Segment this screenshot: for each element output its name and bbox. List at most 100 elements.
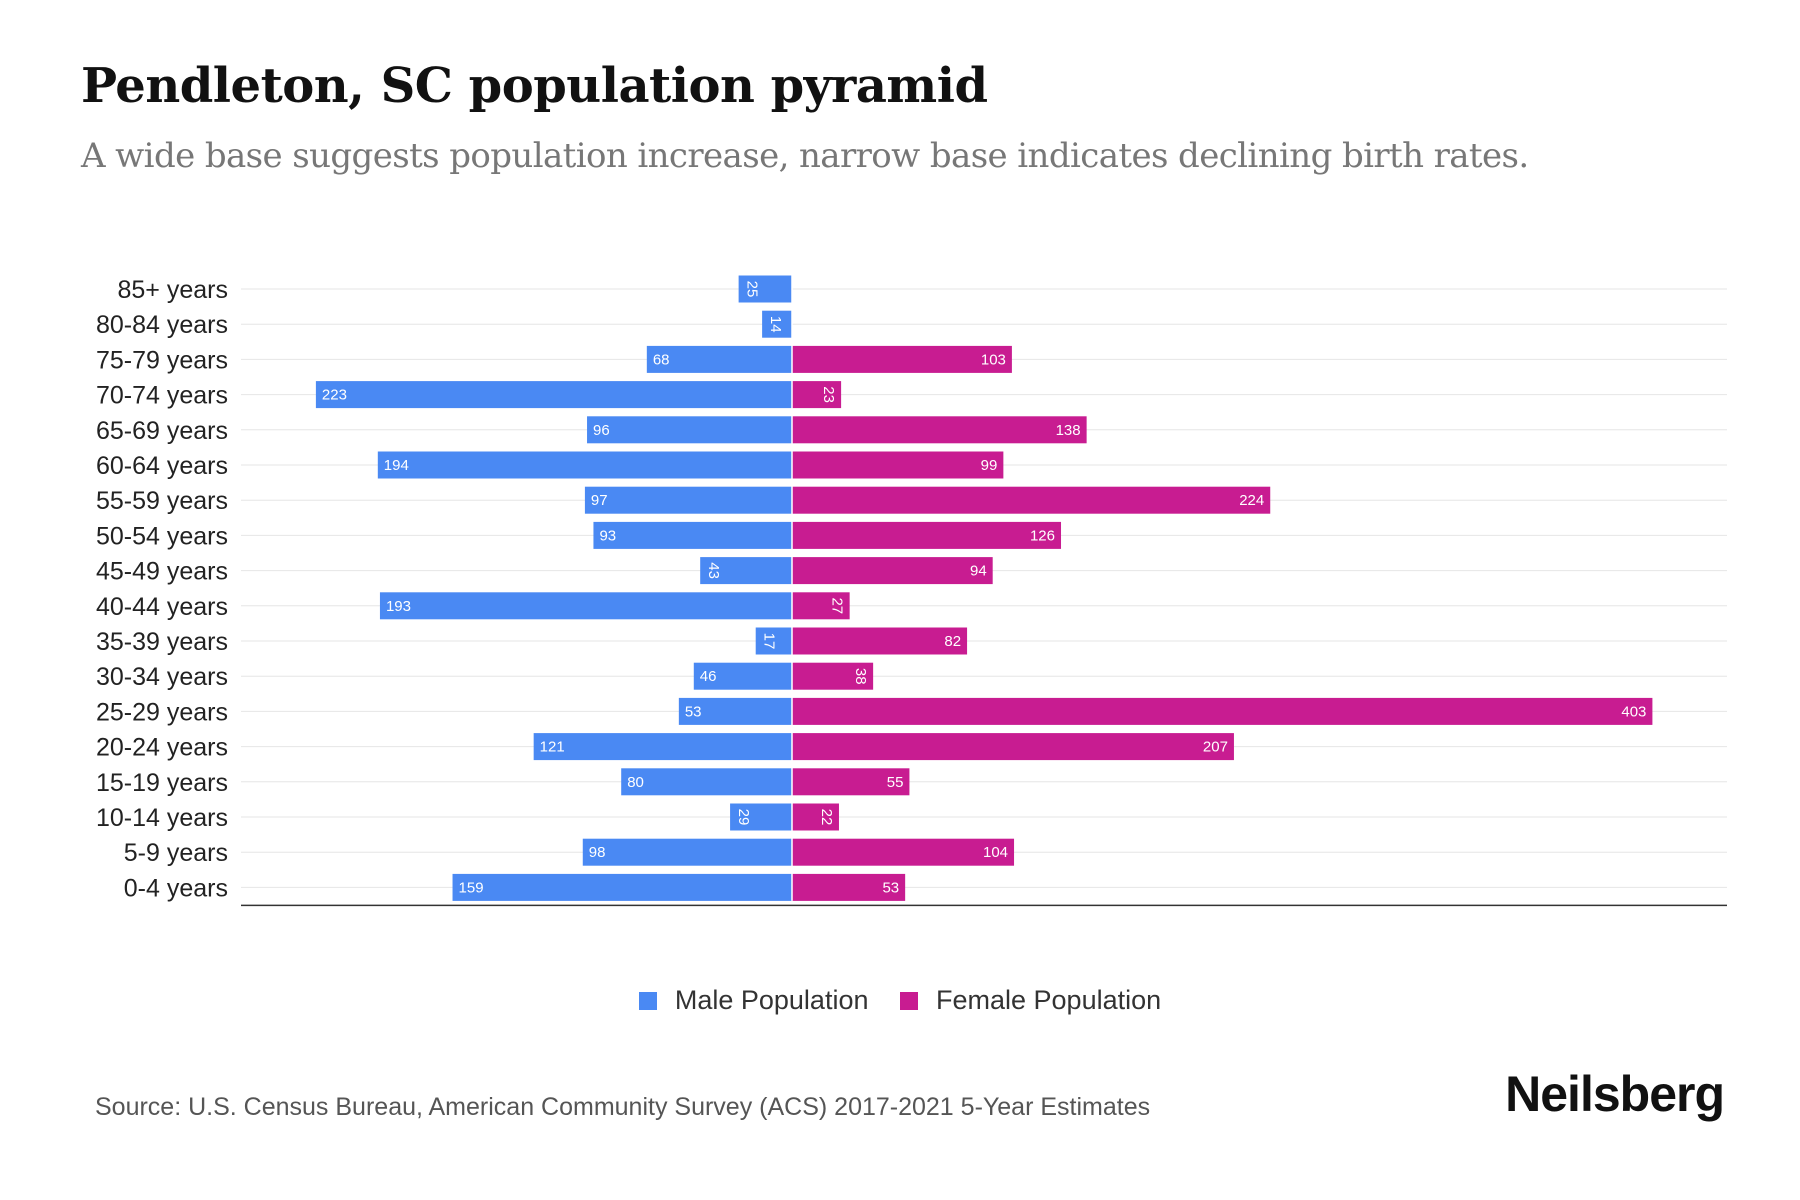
tick-label-5-9-years: 5-9 years xyxy=(124,839,228,867)
bar-male-20-24-years[interactable] xyxy=(533,733,792,761)
bar-female-65-69-years[interactable] xyxy=(792,416,1087,444)
bar-male-60-64-years[interactable] xyxy=(377,451,792,479)
bar-female-30-34-years[interactable] xyxy=(792,662,874,690)
data-label-female-15-19-years: 55 xyxy=(887,774,904,791)
data-label-female-45-49-years: 94 xyxy=(970,563,987,580)
data-label-male-10-14-years: 29 xyxy=(735,809,752,826)
bar-female-0-4-years[interactable] xyxy=(792,873,906,901)
data-label-male-70-74-years: 223 xyxy=(322,387,347,404)
data-label-female-50-54-years: 126 xyxy=(1030,527,1055,544)
tick-label-60-64-years: 60-64 years xyxy=(96,452,228,480)
bar-female-5-9-years[interactable] xyxy=(792,838,1015,866)
data-label-female-60-64-years: 99 xyxy=(981,457,998,474)
tick-label-45-49-years: 45-49 years xyxy=(96,558,228,586)
tick-label-35-39-years: 35-39 years xyxy=(96,628,228,656)
bar-female-35-39-years[interactable] xyxy=(792,627,968,655)
tick-label-80-84-years: 80-84 years xyxy=(96,311,228,339)
bar-male-0-4-years[interactable] xyxy=(452,873,792,901)
brand-logo: Neilsberg xyxy=(1505,1066,1725,1122)
bar-female-50-54-years[interactable] xyxy=(792,521,1062,549)
tick-label-40-44-years: 40-44 years xyxy=(96,593,228,621)
bar-female-40-44-years[interactable] xyxy=(792,592,850,620)
bar-male-70-74-years[interactable] xyxy=(315,381,792,409)
tick-label-20-24-years: 20-24 years xyxy=(96,734,228,762)
data-label-female-30-34-years: 38 xyxy=(852,668,869,685)
data-label-male-50-54-years: 93 xyxy=(599,527,616,544)
tick-label-55-59-years: 55-59 years xyxy=(96,487,228,515)
data-label-female-10-14-years: 22 xyxy=(818,809,835,826)
bar-female-25-29-years[interactable] xyxy=(792,697,1653,725)
tick-label-85plus-years: 85+ years xyxy=(118,276,229,304)
tick-label-75-79-years: 75-79 years xyxy=(96,346,228,374)
data-label-male-65-69-years: 96 xyxy=(593,422,610,439)
data-label-male-30-34-years: 46 xyxy=(700,668,717,685)
data-label-male-80-84-years: 14 xyxy=(767,316,784,333)
tick-label-0-4-years: 0-4 years xyxy=(124,874,228,902)
bar-female-15-19-years[interactable] xyxy=(792,768,910,796)
tick-label-50-54-years: 50-54 years xyxy=(96,522,228,550)
legend-item-male[interactable]: Male Population xyxy=(638,985,869,1016)
data-label-male-20-24-years: 121 xyxy=(540,739,565,756)
data-label-female-55-59-years: 224 xyxy=(1239,492,1264,509)
legend-swatch-male xyxy=(638,991,657,1010)
bar-male-15-19-years[interactable] xyxy=(621,768,792,796)
data-label-male-25-29-years: 53 xyxy=(685,703,702,720)
bar-female-70-74-years[interactable] xyxy=(792,381,842,409)
source-note: Source: U.S. Census Bureau, American Com… xyxy=(95,1093,1151,1121)
data-label-male-45-49-years: 43 xyxy=(705,562,722,579)
bar-male-5-9-years[interactable] xyxy=(582,838,792,866)
bar-female-75-79-years[interactable] xyxy=(792,345,1012,373)
data-label-female-70-74-years: 23 xyxy=(820,386,837,403)
bar-female-55-59-years[interactable] xyxy=(792,486,1271,514)
data-label-male-85plus-years: 25 xyxy=(744,281,761,298)
data-label-female-0-4-years: 53 xyxy=(882,879,899,896)
data-label-male-35-39-years: 17 xyxy=(761,633,778,650)
tick-label-70-74-years: 70-74 years xyxy=(96,382,228,410)
bar-female-10-14-years[interactable] xyxy=(792,803,839,831)
bar-female-20-24-years[interactable] xyxy=(792,733,1234,761)
bar-male-45-49-years[interactable] xyxy=(700,557,792,585)
data-label-male-40-44-years: 193 xyxy=(386,598,411,615)
legend-label-male: Male Population xyxy=(674,985,869,1015)
bar-female-45-49-years[interactable] xyxy=(792,557,993,585)
bars: 25 14 68 103 223 23 96 138 194 99 97 224 93 126 43 94 19… xyxy=(315,275,1653,901)
data-label-female-40-44-years: 27 xyxy=(829,597,846,614)
data-label-female-20-24-years: 207 xyxy=(1203,739,1228,756)
chart-subtitle: A wide base suggests population increase… xyxy=(81,136,1529,176)
bar-male-35-39-years[interactable] xyxy=(755,627,792,655)
bar-male-30-34-years[interactable] xyxy=(693,662,792,690)
data-label-female-65-69-years: 138 xyxy=(1056,422,1081,439)
grid-lines xyxy=(241,288,1727,888)
tick-label-10-14-years: 10-14 years xyxy=(96,804,228,832)
legend-label-female: Female Population xyxy=(936,985,1162,1015)
bar-male-50-54-years[interactable] xyxy=(593,521,792,549)
data-label-male-15-19-years: 80 xyxy=(627,774,644,791)
bar-male-55-59-years[interactable] xyxy=(584,486,792,514)
tick-label-30-34-years: 30-34 years xyxy=(96,663,228,691)
tick-label-65-69-years: 65-69 years xyxy=(96,417,228,445)
bar-female-60-64-years[interactable] xyxy=(792,451,1004,479)
tick-label-15-19-years: 15-19 years xyxy=(96,769,228,797)
data-label-male-60-64-years: 194 xyxy=(384,457,409,474)
data-label-male-55-59-years: 97 xyxy=(591,492,608,509)
tick-label-25-29-years: 25-29 years xyxy=(96,698,228,726)
legend-swatch-female xyxy=(900,991,918,1010)
bar-male-85plus-years[interactable] xyxy=(738,275,792,303)
bar-male-75-79-years[interactable] xyxy=(646,345,792,373)
legend-item-female[interactable]: Female Population xyxy=(900,985,1161,1016)
data-label-male-5-9-years: 98 xyxy=(589,844,606,861)
bar-male-40-44-years[interactable] xyxy=(379,592,792,620)
bar-male-80-84-years[interactable] xyxy=(762,310,792,338)
bar-male-10-14-years[interactable] xyxy=(730,803,792,831)
bar-male-65-69-years[interactable] xyxy=(587,416,792,444)
bar-male-25-29-years[interactable] xyxy=(678,697,792,725)
category-tick-labels: 85+ years 80-84 years 75-79 years 70-74 yea… xyxy=(96,276,228,902)
data-label-male-0-4-years: 159 xyxy=(459,879,484,896)
data-label-female-25-29-years: 403 xyxy=(1621,703,1646,720)
population-pyramid-chart: 25 14 68 103 223 23 96 138 194 99 97 224 93 126 43 94 19… xyxy=(96,275,1727,907)
data-label-female-5-9-years: 104 xyxy=(983,844,1008,861)
chart-title: Pendleton, SC population pyramid xyxy=(81,58,988,114)
data-label-female-75-79-years: 103 xyxy=(981,351,1006,368)
legend: Male Population Female Population xyxy=(0,985,1800,1017)
data-label-female-35-39-years: 82 xyxy=(944,633,961,650)
